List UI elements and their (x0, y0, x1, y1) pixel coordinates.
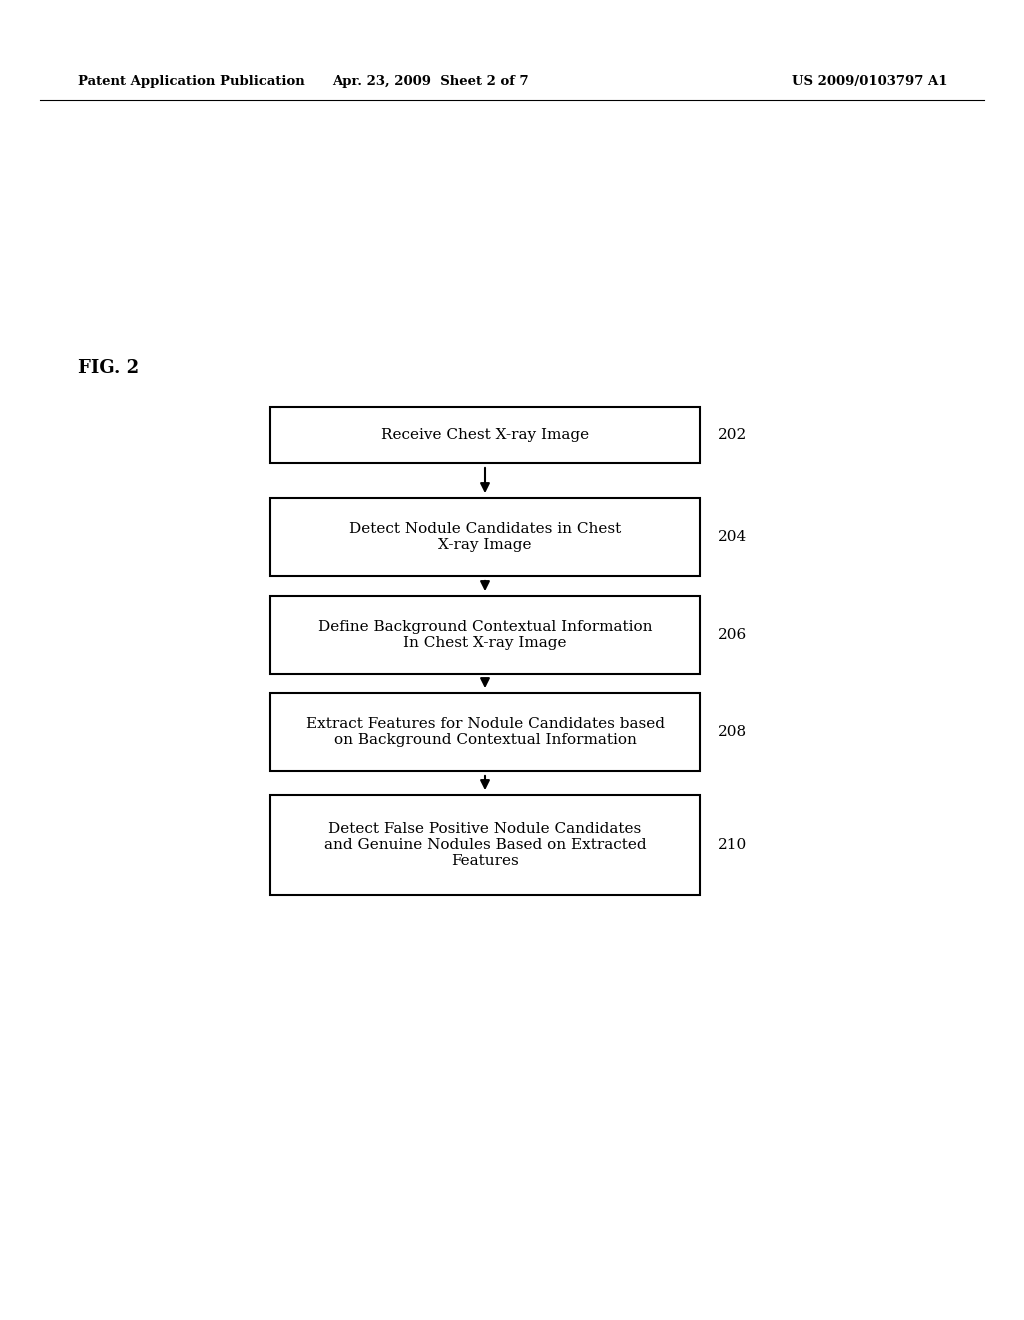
Text: FIG. 2: FIG. 2 (78, 359, 139, 378)
Text: Patent Application Publication: Patent Application Publication (78, 75, 305, 88)
Text: Detect False Positive Nodule Candidates
and Genuine Nodules Based on Extracted
F: Detect False Positive Nodule Candidates … (324, 822, 646, 869)
Bar (270, 693, 700, 771)
Text: Detect Nodule Candidates in Chest
X-ray Image: Detect Nodule Candidates in Chest X-ray … (349, 521, 622, 552)
Text: Extract Features for Nodule Candidates based
on Background Contextual Informatio: Extract Features for Nodule Candidates b… (305, 717, 665, 747)
Text: 208: 208 (718, 725, 748, 739)
Bar (270, 498, 700, 576)
Text: 210: 210 (718, 838, 748, 851)
Text: Define Background Contextual Information
In Chest X-ray Image: Define Background Contextual Information… (317, 620, 652, 651)
Text: Receive Chest X-ray Image: Receive Chest X-ray Image (381, 428, 589, 442)
Bar (270, 407, 700, 463)
Text: 204: 204 (718, 531, 748, 544)
Bar (270, 795, 700, 895)
Text: US 2009/0103797 A1: US 2009/0103797 A1 (793, 75, 948, 88)
Text: 206: 206 (718, 628, 748, 642)
Text: Apr. 23, 2009  Sheet 2 of 7: Apr. 23, 2009 Sheet 2 of 7 (332, 75, 528, 88)
Bar (270, 597, 700, 675)
Text: 202: 202 (718, 428, 748, 442)
